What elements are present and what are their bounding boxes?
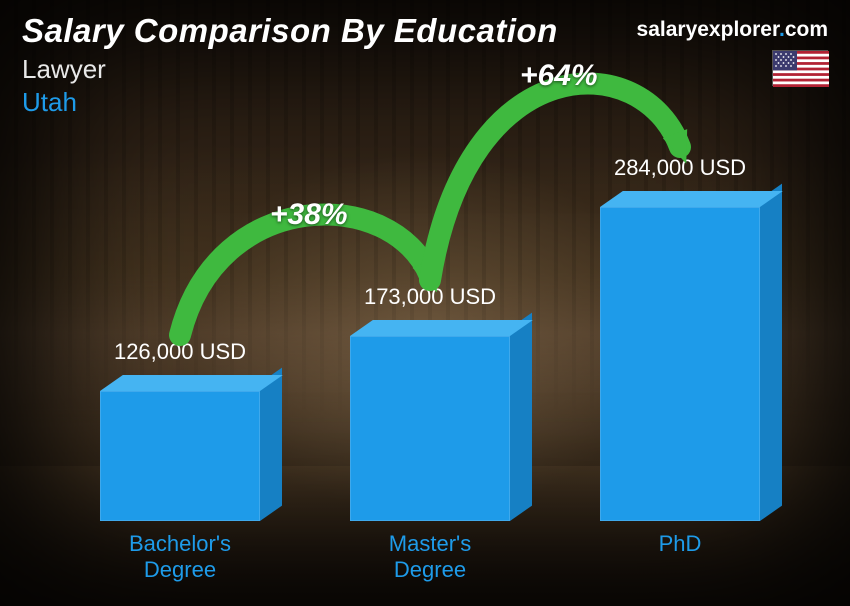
increase-label: +38% [270, 198, 348, 232]
bar-body [100, 375, 260, 521]
bar: 126,000 USDBachelor's Degree [100, 375, 260, 521]
brand-pre: salaryexplorer [637, 18, 779, 41]
bar-value: 173,000 USD [320, 284, 540, 310]
bar-value: 126,000 USD [70, 339, 290, 365]
brand-post: com [785, 18, 828, 41]
bar: 284,000 USDPhD [600, 191, 760, 521]
bar-value: 284,000 USD [570, 155, 790, 181]
bar-chart: 126,000 USDBachelor's Degree 173,000 USDM… [60, 130, 780, 521]
chart-subtitle: Lawyer [22, 54, 828, 85]
bar-label: Bachelor's Degree [129, 531, 231, 584]
bar-body [600, 191, 760, 521]
bar-body [350, 320, 510, 521]
flag-icon [772, 50, 828, 86]
bar-label: PhD [659, 531, 702, 557]
bar: 173,000 USDMaster's Degree [350, 320, 510, 521]
brand-logo: salaryexplorer.com [637, 18, 828, 42]
bar-label: Master's Degree [389, 531, 471, 584]
chart-location: Utah [22, 87, 828, 118]
